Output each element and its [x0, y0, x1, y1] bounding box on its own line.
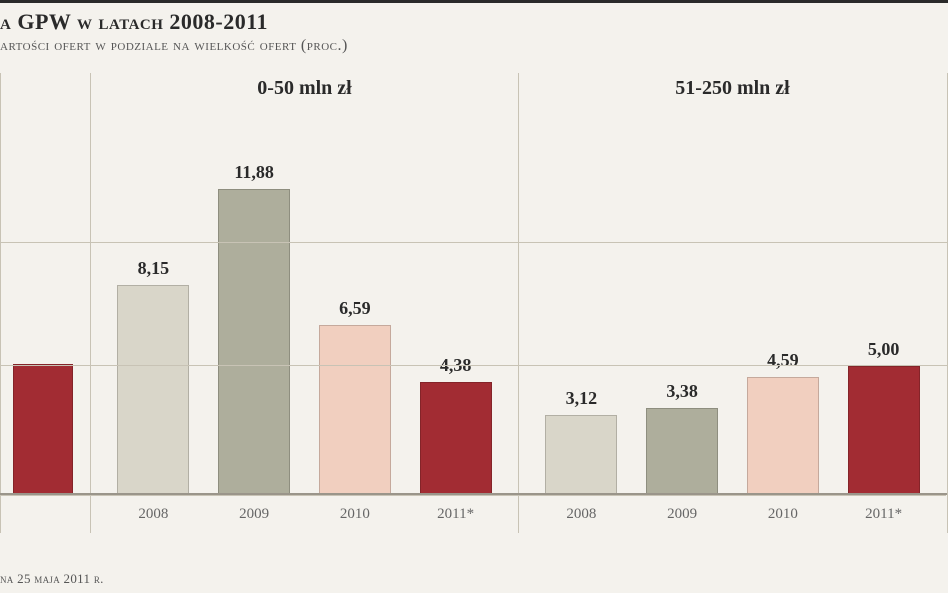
bar-value-label: 11,88 [234, 162, 274, 183]
bar-slot: 11,88 [204, 135, 305, 495]
panel-title: 51-250 mln zł [519, 77, 946, 100]
bar-slot: 4,38 [405, 135, 506, 495]
title-sub: artości ofert w podziale na wielkość ofe… [0, 37, 948, 55]
bar [545, 415, 617, 495]
xtick: 2009 [632, 496, 733, 533]
xaxis-row [1, 495, 90, 533]
xtick: 2011* [405, 496, 506, 533]
bars-row: 8,15 11,88 6,59 4,38 [91, 135, 518, 495]
xtick: 2009 [204, 496, 305, 533]
bar [13, 364, 73, 495]
bar-slot: 5,00 [833, 135, 934, 495]
xaxis-row: 2008200920102011* [519, 495, 946, 533]
xtick [1, 496, 84, 533]
bar [848, 366, 920, 495]
xtick: 2010 [733, 496, 834, 533]
bar-value-label: 3,12 [566, 388, 598, 409]
bars-row [1, 135, 90, 495]
xtick: 2011* [833, 496, 934, 533]
chart-panels: 0-50 mln zł8,1511,886,594,38200820092010… [0, 73, 947, 533]
bar [117, 285, 189, 495]
bar [646, 408, 718, 495]
bar [319, 325, 391, 495]
panel-1: 0-50 mln zł8,1511,886,594,38200820092010… [90, 73, 518, 533]
xaxis-row: 2008200920102011* [91, 495, 518, 533]
bar-slot: 6,59 [305, 135, 406, 495]
chart-area: 0-50 mln zł8,1511,886,594,38200820092010… [0, 73, 948, 533]
baseline [0, 493, 947, 495]
bars-row: 3,12 3,38 4,59 5,00 [519, 135, 946, 495]
bar-slot: 8,15 [103, 135, 204, 495]
bar-value-label: 8,15 [138, 258, 170, 279]
bar [420, 382, 492, 495]
grid-line [0, 365, 947, 366]
bar-slot [1, 135, 84, 495]
bar-slot: 4,59 [733, 135, 834, 495]
grid-line [0, 242, 947, 243]
title-main: a GPW w latach 2008-2011 [0, 9, 948, 35]
bar-value-label: 6,59 [339, 298, 371, 319]
panel-partial-left [0, 73, 90, 533]
xtick: 2008 [531, 496, 632, 533]
bar-slot: 3,38 [632, 135, 733, 495]
xtick: 2010 [305, 496, 406, 533]
bar [218, 189, 290, 495]
bar [747, 377, 819, 495]
xtick: 2008 [103, 496, 204, 533]
panel-title: 0-50 mln zł [91, 77, 518, 100]
panel-2: 51-250 mln zł3,123,384,595,0020082009201… [518, 73, 946, 533]
bar-value-label: 3,38 [666, 381, 698, 402]
bar-value-label: 4,59 [767, 350, 799, 371]
footnote: na 25 maja 2011 r. [0, 571, 104, 587]
bar-slot: 3,12 [531, 135, 632, 495]
bar-value-label: 5,00 [868, 339, 900, 360]
title-block: a GPW w latach 2008-2011 artości ofert w… [0, 0, 948, 55]
